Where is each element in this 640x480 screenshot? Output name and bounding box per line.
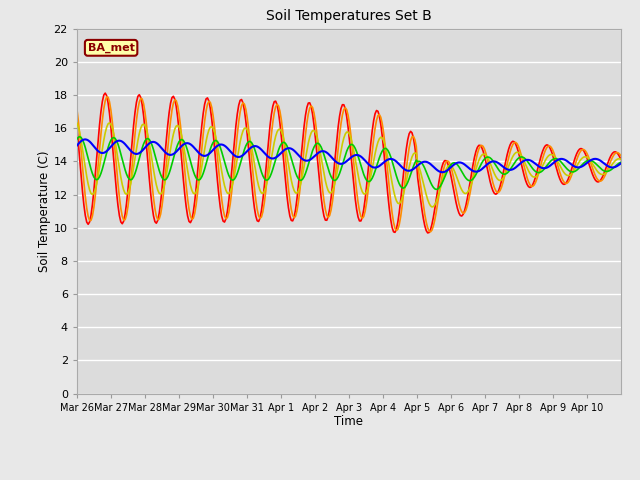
Title: Soil Temperatures Set B: Soil Temperatures Set B — [266, 10, 431, 24]
Text: BA_met: BA_met — [88, 43, 134, 53]
X-axis label: Time: Time — [334, 415, 364, 429]
Y-axis label: Soil Temperature (C): Soil Temperature (C) — [38, 150, 51, 272]
Legend: -2cm, -4cm, -8cm, -16cm, -32cm: -2cm, -4cm, -8cm, -16cm, -32cm — [156, 475, 541, 480]
